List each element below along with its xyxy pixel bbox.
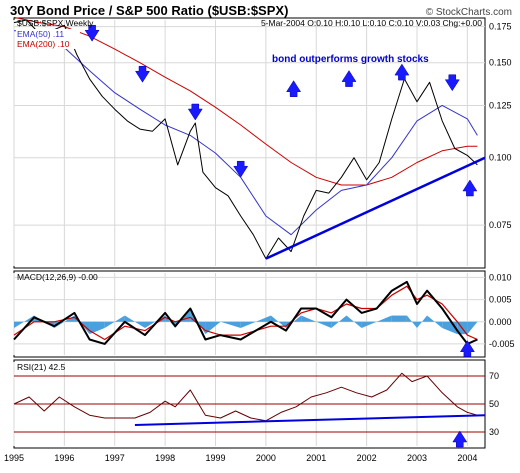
x-tick-label-1996: 1996 (54, 453, 74, 463)
price-y-tick-0.100: 0.100 (489, 153, 512, 163)
macd-histogram-bar (406, 315, 417, 328)
rsi-label: RSI(21) 42.5 (17, 362, 65, 372)
rsi-line (13, 372, 478, 422)
macd-histogram-bar (89, 321, 105, 335)
x-tick-label-2003: 2003 (407, 453, 427, 463)
price-arrow-down-3 (233, 160, 249, 178)
rsi-arrow-up (452, 430, 468, 448)
macd-histogram-bar (467, 321, 478, 335)
macd-histogram-bar (346, 315, 362, 328)
macd-series (13, 280, 478, 345)
price-arrow-up-4 (286, 80, 302, 97)
legend-ema200: EMA(200) .10 (17, 39, 70, 49)
macd-histogram-bar (376, 315, 392, 322)
rsi-series (13, 372, 486, 426)
x-tick-label-1999: 1999 (205, 453, 225, 463)
symbol-label: $USB:$SPX Weekly (17, 18, 94, 28)
macd-signal-line (13, 285, 478, 341)
macd-y-tick--0.005: -0.005 (489, 339, 515, 349)
x-tick-label-1998: 1998 (155, 453, 175, 463)
macd-histogram-bar (391, 315, 407, 322)
gridlines (13, 20, 485, 446)
macd-histogram-bar (331, 315, 347, 328)
price-arrow-down-2 (187, 103, 203, 121)
macd-line (13, 280, 478, 345)
legend-ema50: EMA(50) .11 (17, 29, 64, 39)
macd-histogram-bar (361, 321, 377, 328)
macd-histogram-bar (255, 315, 271, 322)
price-arrow-down-1 (135, 65, 150, 83)
x-tick-label-2001: 2001 (306, 453, 326, 463)
price-arrow-down-0 (84, 24, 100, 42)
macd-y-tick-0.005: 0.005 (489, 295, 512, 305)
watermark: © StockCharts.com (426, 7, 512, 18)
price-panel (13, 17, 486, 269)
price-arrow-up-8 (462, 179, 478, 197)
tick-labels: 1995 1996 1997 1998 1999 2000 2001 2002 2003 2004… (4, 22, 515, 463)
macd-histogram-bar (416, 315, 428, 328)
macd-arrow-up (459, 340, 475, 357)
macd-panel (13, 270, 486, 358)
macd-y-tick-0.000: 0.000 (489, 317, 512, 327)
macd-histogram-bar (316, 321, 332, 328)
price-arrow-down-7 (444, 74, 460, 92)
x-tick-label-1995: 1995 (4, 453, 24, 463)
chart-title: 30Y Bond Price / S&P 500 Ratio ($USB:$SP… (10, 3, 288, 18)
annotation-text: bond outperforms growth stocks (272, 54, 429, 65)
macd-histogram-bar (124, 315, 145, 328)
price-trendline (265, 156, 486, 260)
x-tick-label-2004: 2004 (457, 453, 477, 463)
ema50-line (14, 30, 478, 236)
macd-histogram-bar (14, 315, 35, 328)
quote-label: 5-Mar-2004 O:0.10 H:0.10 L:0.10 C:0.10 V… (261, 18, 482, 28)
price-y-tick-0.175: 0.175 (489, 22, 512, 32)
ratio-line (13, 19, 478, 260)
macd-histogram-bar (427, 315, 443, 328)
macd-histogram-bar (240, 321, 256, 328)
macd-y-tick-0.010: 0.010 (489, 272, 512, 282)
macd-histogram-bar (205, 321, 221, 335)
x-tick-label-1997: 1997 (105, 453, 125, 463)
price-y-tick-0.075: 0.075 (489, 220, 512, 230)
rsi-y-tick-50: 50 (489, 399, 499, 409)
x-tick-label-2000: 2000 (256, 453, 276, 463)
price-arrow-up-5 (341, 70, 357, 87)
rsi-y-tick-30: 30 (489, 427, 499, 437)
rsi-trendline (134, 414, 486, 426)
x-tick-label-2002: 2002 (357, 453, 377, 463)
price-y-tick-0.125: 0.125 (489, 100, 512, 110)
macd-histogram-bar (165, 315, 176, 328)
macd-histogram-bar (301, 315, 317, 322)
arrow-markers (84, 24, 478, 448)
rsi-y-tick-70: 70 (489, 371, 499, 381)
macd-histogram-bar (104, 315, 125, 328)
macd-histogram-bar (54, 315, 75, 328)
macd-histogram-bar (220, 321, 241, 328)
macd-histogram-bar (144, 315, 166, 328)
macd-label: MACD(12,26,9) -0.00 (17, 272, 98, 282)
price-y-tick-0.150: 0.150 (489, 58, 512, 68)
price-arrow-up-6 (394, 63, 410, 81)
